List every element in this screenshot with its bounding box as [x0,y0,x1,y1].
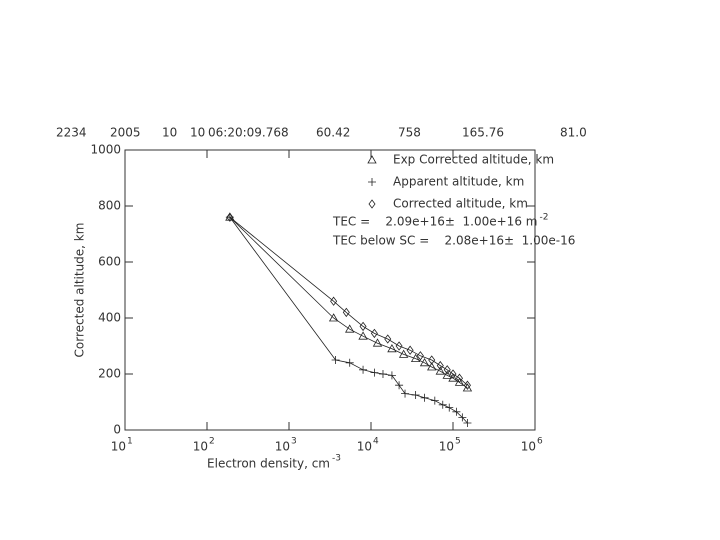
marker [419,357,430,367]
marker [372,338,383,347]
x-tick-exponent: 3 [291,437,297,447]
marker [345,358,354,367]
y-tick-label: 800 [98,199,121,213]
marker [378,370,387,378]
x-axis-label: Electron density, cm [207,457,330,471]
marker [398,349,409,358]
y-tick-label: 600 [98,255,121,269]
marker [416,351,424,361]
marker [384,334,392,344]
marker [406,345,414,355]
x-tick-label: 10 [357,440,372,454]
marker [330,296,338,306]
marker [436,360,444,371]
marker [449,369,457,379]
y-tick-label: 1000 [90,143,121,157]
marker [463,380,471,390]
marker [428,355,436,365]
plot-frame [124,149,536,431]
marker [427,362,437,371]
legend-marker [368,178,376,186]
legend-label: Exp Corrected altitude, km [393,153,554,167]
marker [448,373,458,382]
marker [328,313,339,322]
marker [454,377,465,386]
marker [226,212,234,222]
x-tick-label: 10 [193,440,208,454]
marker [435,366,445,375]
annotation: TEC below SC = 2.08e+16± 1.00e-16 [332,234,575,248]
legend-marker [368,199,376,209]
marker [359,321,367,332]
legend-marker [367,155,377,164]
header-field: 2234 [56,126,87,140]
marker [342,307,350,318]
x-tick-exponent: 2 [209,437,215,447]
clipped-layer: 2234 2005 10 10 06:20:09.768 60.42 758 165.76 81… [56,126,587,248]
marker [331,356,340,364]
header-field: 81.0 [560,126,587,140]
header-field: 165.76 [462,126,504,140]
header-field: 2005 [110,126,141,140]
marker [387,371,396,380]
marker [401,389,410,398]
annotation: TEC = 2.09e+16± 1.00e+16 m [332,215,537,229]
marker [420,393,429,402]
marker [359,365,368,374]
marker [462,383,473,392]
y-tick-label: 0 [113,423,121,437]
marker [395,341,403,351]
marker [358,331,368,340]
header-field: 60.42 [316,126,350,140]
header-field: 758 [398,126,421,140]
y-tick-label: 200 [98,367,121,381]
x-axis-label-exponent: -3 [332,454,341,464]
marker [430,396,439,405]
x-tick-exponent: 5 [455,437,461,447]
legend-label: Corrected altitude, km [393,197,528,211]
marker [458,413,467,422]
header-field: 10 [162,126,177,140]
marker [443,365,451,375]
x-tick-label: 10 [275,440,290,454]
x-tick-label: 10 [521,440,536,454]
marker [445,403,454,412]
legend-label: Apparent altitude, km [393,175,524,189]
marker [438,400,447,409]
marker [395,381,404,390]
header-field: 10 [190,126,205,140]
marker [345,324,355,333]
x-tick-label: 10 [439,440,454,454]
x-tick-exponent: 6 [537,437,543,447]
marker [370,328,378,339]
marker [442,370,452,379]
header-field: 06:20:09.768 [208,126,289,140]
y-tick-label: 400 [98,311,121,325]
marker [410,353,421,362]
marker [463,419,472,427]
series-line [229,216,468,424]
x-tick-exponent: 4 [373,437,379,447]
annotation-exponent: -2 [539,213,548,223]
x-tick-label: 10 [111,440,126,454]
marker [452,407,461,416]
y-axis-label: Corrected altitude, km [73,223,87,358]
marker [411,391,420,399]
x-tick-exponent: 1 [127,437,133,447]
marker [455,373,463,383]
marker [370,368,379,377]
marker [387,343,397,353]
